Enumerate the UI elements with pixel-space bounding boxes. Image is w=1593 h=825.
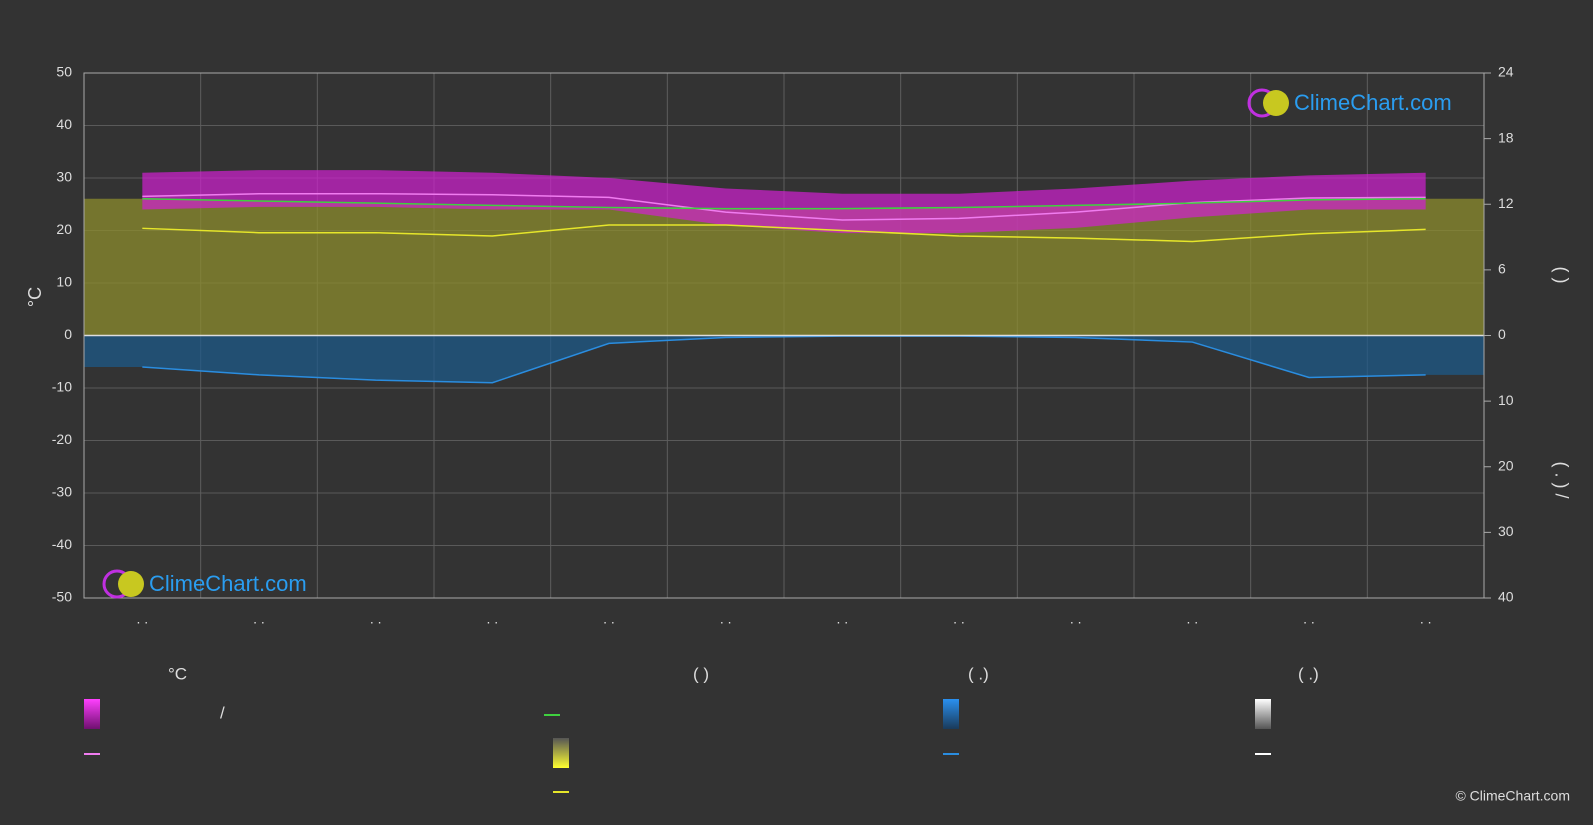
y-tick-label: 0 [64,326,72,342]
y3-tick-label: 30 [1498,523,1514,539]
x-tick-label: . . [136,611,148,627]
x-tick-label: . . [486,611,498,627]
x-tick-label: . . [603,611,615,627]
logo-sun [1263,90,1289,116]
y3-tick-label: 10 [1498,392,1514,408]
y-tick-label: 30 [56,169,72,185]
legend-swatch [84,699,100,729]
x-tick-label: . . [836,611,848,627]
legend-label: / [220,703,225,722]
y-tick-label: -40 [52,536,72,552]
y2-tick-label: 18 [1498,129,1514,145]
y-tick-label: -20 [52,431,72,447]
area [84,198,1484,336]
line [142,335,1426,384]
y-tick-label: -30 [52,484,72,500]
y3-tick-label: 20 [1498,457,1514,473]
y2-tick-label: 6 [1498,261,1506,277]
y2-tick-label: 24 [1498,64,1514,80]
y3-axis-label: ( . ) / [1551,462,1571,499]
y-tick-label: 40 [56,116,72,132]
legend-header: °C [168,664,187,683]
logo-text: ClimeChart.com [149,571,307,596]
legend-swatch [553,738,569,768]
y-tick-label: 10 [56,274,72,290]
x-tick-label: . . [253,611,265,627]
logo-text: ClimeChart.com [1294,90,1452,115]
area [84,335,1484,383]
x-tick-label: . . [1070,611,1082,627]
legend-header: ( ) [693,664,709,683]
legend-swatch [943,699,959,729]
y2-tick-label: 0 [1498,326,1506,342]
y3-tick-label: 40 [1498,589,1514,605]
x-tick-label: . . [370,611,382,627]
y-tick-label: 20 [56,221,72,237]
legend: °C ( ) ( .) ( .) / [84,664,1319,768]
y-tick-label: -50 [52,589,72,605]
logo-sun [118,571,144,597]
line [142,224,1426,243]
x-tick-label: . . [1303,611,1315,627]
line [142,198,1426,210]
legend-header: ( .) [1298,664,1319,683]
y2-axis-label: ( ) [1551,267,1571,284]
y-tick-label: 50 [56,64,72,80]
y-axis-label: °C [25,287,45,307]
plot-frame [83,72,1485,599]
legend-header: ( .) [968,664,989,683]
x-tick-label: . . [1186,611,1198,627]
y-tick-label: -10 [52,379,72,395]
x-tick-label: . . [720,611,732,627]
temperature-band [142,170,1426,234]
x-tick-label: . . [1420,611,1432,627]
y2-tick-label: 12 [1498,195,1514,211]
copyright: © ClimeChart.com [1455,788,1570,804]
legend-swatch [1255,699,1271,729]
x-tick-label: . . [953,611,965,627]
